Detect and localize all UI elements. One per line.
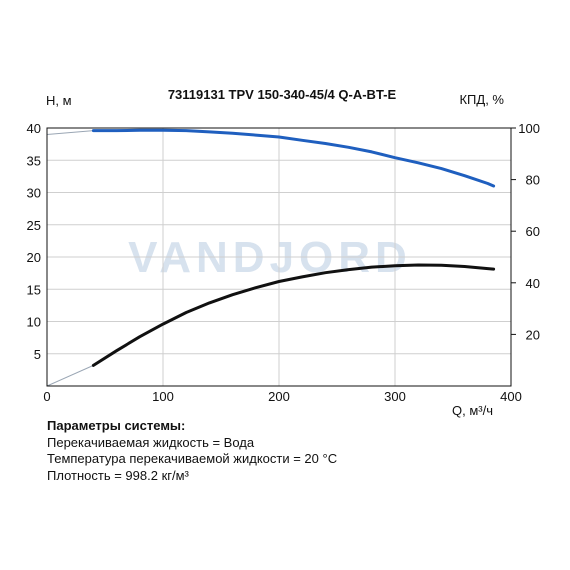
param-fluid: Перекачиваемая жидкость = Вода — [47, 434, 255, 450]
system-parameters: Параметры системы: Перекачиваемая жидкос… — [47, 418, 337, 484]
y-left-tick-label: 5 — [34, 347, 41, 362]
efficiency-curve — [91, 263, 496, 367]
y-right-tick-label: 80 — [526, 173, 540, 188]
x-tick-label: 100 — [152, 389, 174, 404]
tick-labels: 0 100 200 300 400 5 10 15 20 25 30 35 40 20 40 60 80 100 — [27, 121, 540, 404]
param-temperature: Температура перекачиваемой жидкости = 20… — [47, 451, 338, 466]
y-left-tick-label: 10 — [27, 315, 41, 330]
series-lines — [91, 128, 496, 367]
curve-extensions — [46, 130, 94, 387]
grid — [47, 128, 511, 386]
x-tick-label: 0 — [43, 389, 50, 404]
y-left-axis-label: H, м — [46, 93, 72, 108]
efficiency-curve-extension — [46, 364, 94, 387]
y-left-tick-label: 15 — [27, 282, 41, 297]
params-title: Параметры системы: — [47, 418, 186, 433]
plot-area-frame — [46, 127, 512, 387]
y-right-tick-label: 20 — [526, 327, 540, 342]
chart-title: 73119131 TPV 150-340-45/4 Q-A-BT-E — [168, 87, 397, 102]
y-left-tick-label: 35 — [27, 153, 41, 168]
y-right-tick-label: 40 — [526, 276, 540, 291]
head-curve-extension — [46, 130, 94, 135]
x-axis-label: Q, м³/ч — [452, 403, 493, 418]
y-right-axis-label: КПД, % — [459, 92, 504, 107]
head-curve — [91, 128, 496, 188]
y-right-tick-label: 60 — [526, 224, 540, 239]
param-density: Плотность = 998.2 кг/м³ — [47, 467, 189, 483]
x-tick-label: 300 — [384, 389, 406, 404]
x-tick-label: 200 — [268, 389, 290, 404]
y-left-tick-label: 20 — [27, 250, 41, 265]
y-left-tick-label: 30 — [27, 186, 41, 201]
x-tick-label: 400 — [500, 389, 522, 404]
y-right-tick-label: 100 — [518, 121, 540, 136]
y-left-tick-label: 25 — [27, 218, 41, 233]
y-left-tick-label: 40 — [27, 121, 41, 136]
